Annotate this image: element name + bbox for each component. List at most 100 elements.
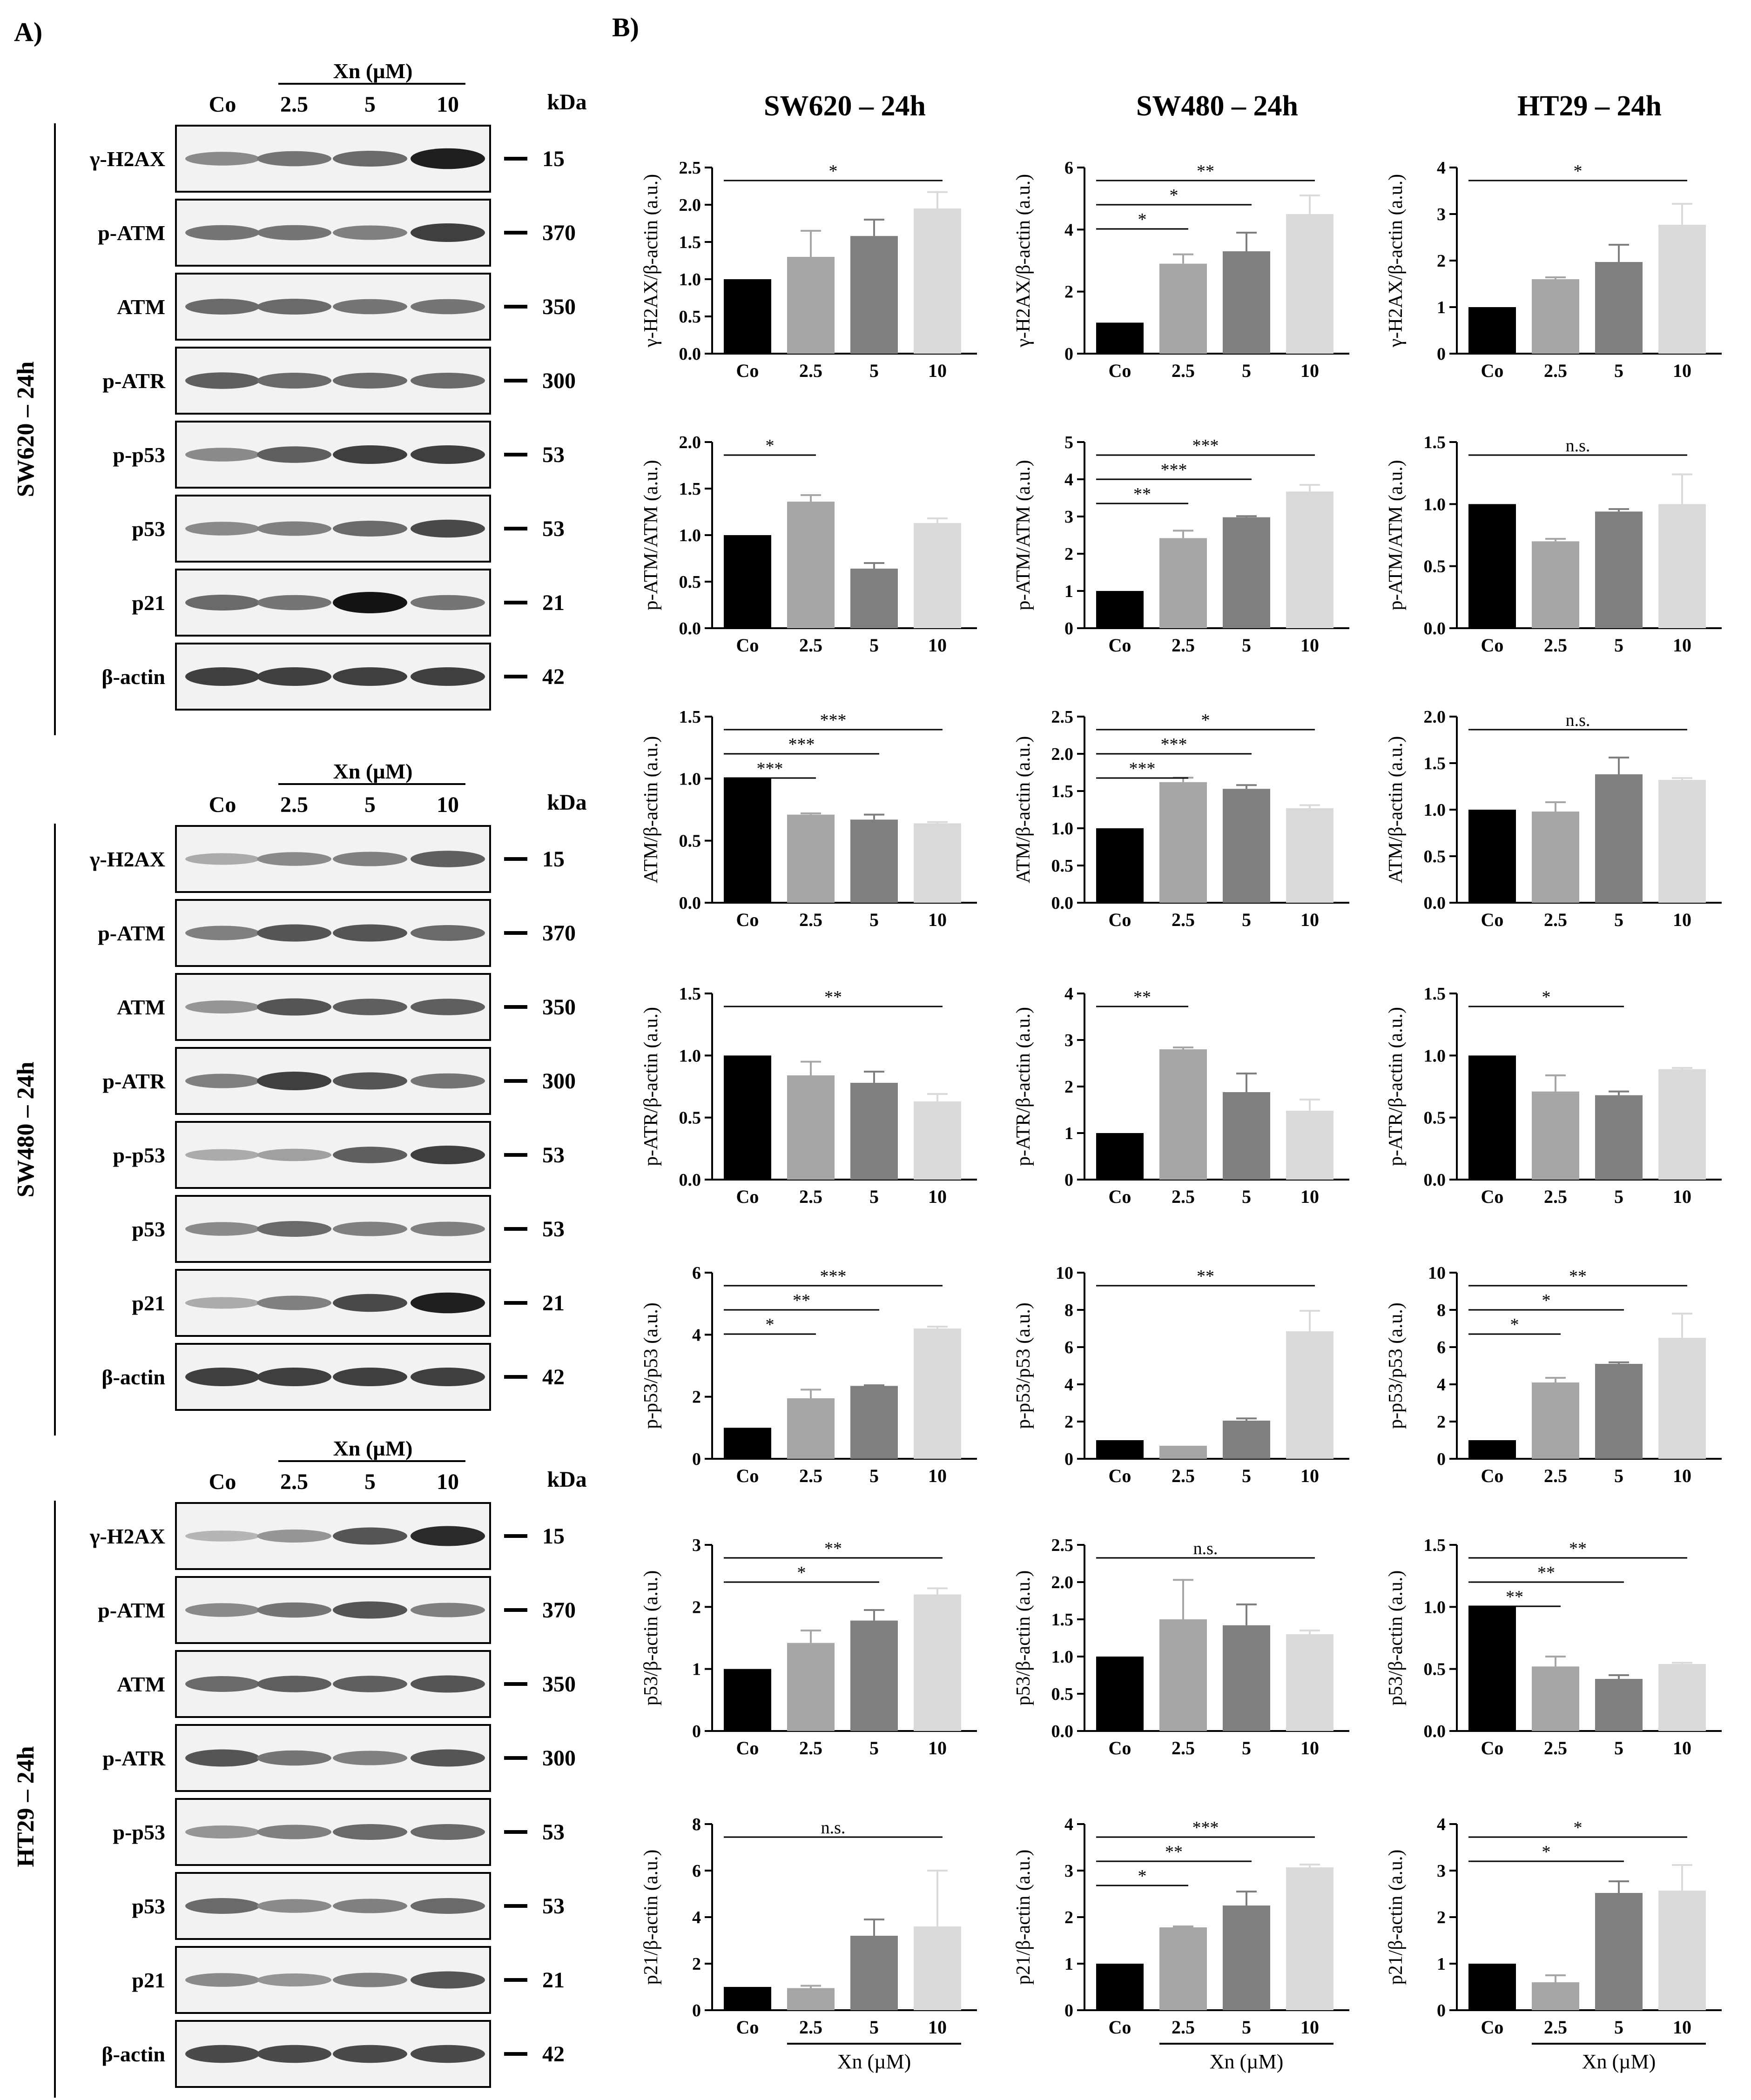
blot-protein-label: ATM xyxy=(117,295,165,319)
significance-label: * xyxy=(1542,1842,1551,1862)
x-tick-label: 2.5 xyxy=(799,1738,822,1758)
x-tick-label: Co xyxy=(1109,909,1131,930)
significance-label: ** xyxy=(824,1539,842,1558)
blot-protein-label: p53 xyxy=(132,1217,165,1241)
significance-label: *** xyxy=(1161,460,1187,480)
blot-band xyxy=(185,2045,260,2063)
bar xyxy=(1096,591,1144,628)
blot-band xyxy=(333,1147,407,1163)
blot-band xyxy=(411,925,485,941)
y-tick-label: 0 xyxy=(692,1722,701,1741)
significance-label: * xyxy=(1542,1291,1551,1310)
blot-band xyxy=(333,999,407,1015)
bar xyxy=(787,1988,835,2010)
bar xyxy=(724,535,771,628)
blot-band xyxy=(411,223,485,242)
significance-label: * xyxy=(1138,1866,1147,1886)
kda-value: 53 xyxy=(542,1143,565,1167)
bar-chart: 0.0 0.5 1.0 1.5 p-ATR/β-actin (a.u.) Co 2.5 5 10… xyxy=(640,984,977,1207)
blot-band xyxy=(333,592,407,613)
y-tick-label: 1.5 xyxy=(1051,1610,1074,1630)
y-axis-label: p-ATM/ATM (a.u.) xyxy=(640,460,662,610)
y-axis-label: p-ATR/β-actin (a.u.) xyxy=(640,1007,662,1166)
y-axis-label: γ-H2AX/β-actin (a.u.) xyxy=(1385,174,1407,348)
x-tick-label: Co xyxy=(1481,635,1504,656)
kda-value: 350 xyxy=(542,1672,576,1697)
y-axis-label: γ-H2AX/β-actin (a.u.) xyxy=(1013,174,1034,348)
y-tick-label: 0 xyxy=(1064,619,1073,638)
bar xyxy=(1468,1964,1516,2010)
bar-chart: 0 2 4 6 8 p21/β-actin (a.u.) Co 2.5 5 10 n.s. Xn (µ… xyxy=(640,1815,977,2073)
blot-band xyxy=(185,1676,260,1692)
bar xyxy=(1223,1092,1270,1180)
bar xyxy=(1658,225,1706,354)
blot-band xyxy=(257,1368,331,1386)
bar-charts: SW620 – 24h SW480 – 24h HT29 – 24h 0.0 0.5 1.… xyxy=(640,90,1722,2073)
significance-label: ** xyxy=(1569,1267,1587,1286)
blot-protein-label: p-ATR xyxy=(102,1746,165,1770)
significance-label: ** xyxy=(793,1291,810,1310)
blot-strip: p-ATM 370 xyxy=(98,899,576,967)
y-tick-label: 2 xyxy=(1437,1908,1446,1927)
kda-value: 42 xyxy=(542,2042,565,2066)
x-tick-label: 5 xyxy=(869,1465,879,1486)
x-tick-label: 5 xyxy=(1242,635,1251,656)
kda-value: 15 xyxy=(542,1524,565,1549)
y-tick-label: 4 xyxy=(1064,470,1073,490)
significance-label: ** xyxy=(1197,161,1214,181)
y-tick-label: 0.0 xyxy=(1424,1722,1446,1741)
blot-lane-label: 2.5 xyxy=(280,92,308,117)
y-tick-label: 6 xyxy=(1064,158,1073,178)
blot-band xyxy=(333,1072,407,1090)
bar xyxy=(724,778,771,903)
blot-band xyxy=(411,1221,485,1236)
blot-band xyxy=(257,299,331,315)
x-tick-label: 10 xyxy=(1673,909,1691,930)
blot-protein-label: p-ATR xyxy=(102,1069,165,1093)
blot-band xyxy=(333,151,407,167)
bar xyxy=(914,823,961,903)
bar xyxy=(1159,1049,1207,1180)
x-tick-label: 10 xyxy=(1300,2017,1319,2038)
significance-label: * xyxy=(1574,161,1583,181)
y-tick-label: 0.0 xyxy=(1424,619,1446,638)
significance-label: *** xyxy=(1161,735,1187,754)
bar xyxy=(1159,1446,1207,1459)
blot-strip: p21 21 xyxy=(132,1946,565,2014)
y-tick-label: 1.0 xyxy=(679,1046,701,1066)
blot-band xyxy=(333,1676,407,1692)
y-tick-label: 2.5 xyxy=(1051,707,1074,727)
y-tick-label: 2 xyxy=(1064,282,1073,302)
blot-band xyxy=(185,1530,260,1542)
bar xyxy=(1468,1055,1516,1180)
kda-header: kDa xyxy=(547,790,586,815)
y-axis-label: p53/β-actin (a.u.) xyxy=(1385,1570,1407,1706)
x-tick-label: 10 xyxy=(928,2017,947,2038)
x-tick-label: 10 xyxy=(1673,360,1691,381)
y-tick-label: 2 xyxy=(692,1954,701,1974)
x-tick-label: 2.5 xyxy=(1172,909,1195,930)
bar-chart: 0 1 2 3 4 p-ATR/β-actin (a.u.) Co 2.5 5 10 ** xyxy=(1013,984,1349,1207)
bar-chart: 0 1 2 3 4 p21/β-actin (a.u.) Co 2.5 5 10 * * Xn (µM) xyxy=(1385,1815,1722,2073)
y-tick-label: 1 xyxy=(692,1660,701,1679)
x-tick-label: 5 xyxy=(1614,909,1623,930)
blot-protein-label: p21 xyxy=(132,1291,165,1315)
blot-strip: p-ATR 300 xyxy=(102,347,576,415)
x-tick-label: 10 xyxy=(1300,1186,1319,1207)
y-tick-label: 3 xyxy=(1437,205,1446,224)
panel-label-b: B) xyxy=(612,12,639,42)
y-tick-label: 0.0 xyxy=(679,1170,701,1190)
x-tick-label: 10 xyxy=(1300,1738,1319,1758)
y-tick-label: 0 xyxy=(692,2001,701,2020)
y-axis-label: p-ATM/ATM (a.u.) xyxy=(1013,460,1034,610)
y-tick-label: 4 xyxy=(1437,158,1446,178)
panel-label-a: A) xyxy=(14,17,42,47)
y-tick-label: 1 xyxy=(1064,1124,1073,1143)
bar xyxy=(1468,1607,1516,1731)
blot-strip: p53 53 xyxy=(132,1872,565,1940)
blot-protein-label: p21 xyxy=(132,591,165,615)
blot-band xyxy=(333,373,407,389)
bar xyxy=(787,257,835,354)
